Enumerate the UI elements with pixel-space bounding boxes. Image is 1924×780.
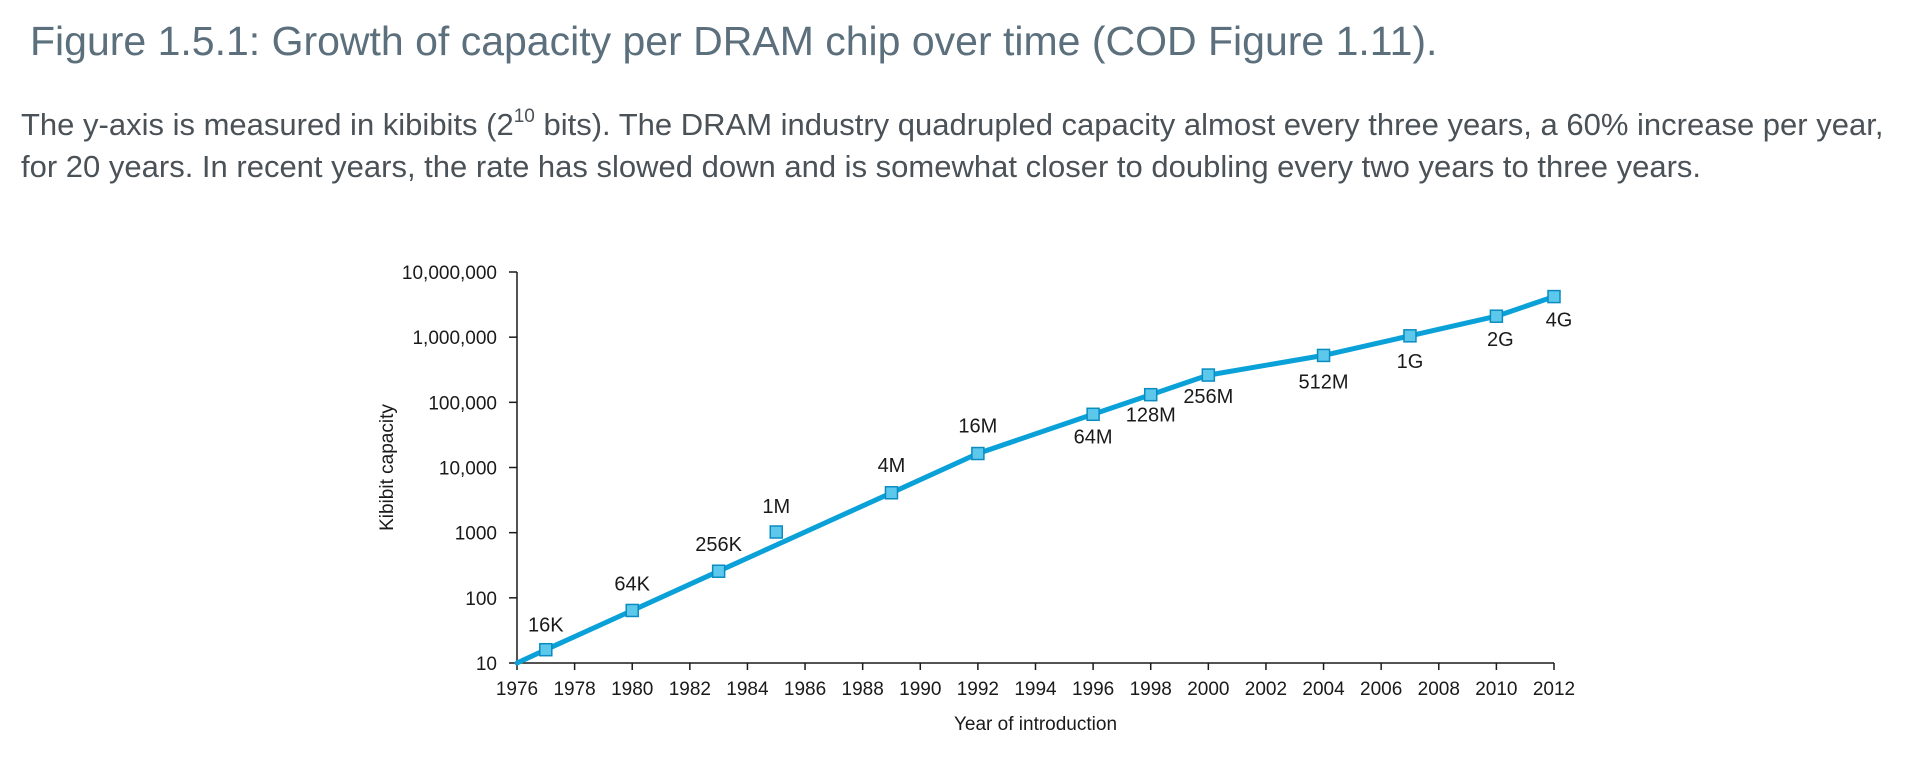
figure-caption: The y-axis is measured in kibibits (210 … [21, 104, 1911, 188]
y-tick-label: 10,000,000 [402, 263, 497, 284]
y-tick-label: 100,000 [428, 393, 497, 414]
data-point-marker [625, 603, 639, 618]
x-tick-label: 2008 [1418, 679, 1460, 700]
x-tick-label: 2012 [1533, 679, 1575, 700]
data-point-marker [769, 525, 783, 539]
y-tick-label: 1,000,000 [412, 328, 497, 349]
x-tick-label: 1976 [496, 679, 538, 700]
x-tick-label: 1992 [957, 679, 999, 700]
y-tick-label: 100 [465, 589, 497, 610]
y-tick-label: 10,000 [439, 459, 497, 480]
caption-text-end: bits). The DRAM industry quadrupled capa… [21, 107, 1884, 184]
x-tick-label: 1996 [1072, 679, 1114, 700]
data-point-marker [1403, 329, 1417, 343]
data-point-marker [1201, 368, 1216, 382]
data-labels: 16K 64K 256K 1M 4M 16M 64M 128M 256M 512M 1G 2G 4G [528, 310, 1572, 637]
data-point-label: 64K [614, 573, 650, 595]
x-tick-label: 2000 [1187, 679, 1229, 700]
x-tick-label: 1980 [611, 679, 653, 700]
data-point-label: 1G [1397, 351, 1424, 373]
data-point-label: 4M [878, 455, 906, 477]
x-tick-label: 1998 [1130, 679, 1172, 700]
data-point-label: 128M [1126, 405, 1176, 427]
y-tick-label: 10 [476, 654, 497, 675]
data-point-marker [1547, 289, 1561, 304]
data-point-label: 64M [1074, 426, 1113, 448]
data-point-marker [884, 486, 899, 500]
x-tick-label: 1982 [669, 679, 711, 700]
axes: 10 100 1000 10,000 100,000 1,000,000 10,000,00… [402, 263, 1575, 700]
data-point-marker [1489, 309, 1504, 323]
caption-text-start: The y-axis is measured in kibibits (2 [21, 107, 514, 142]
figure-title: Figure 1.5.1: Growth of capacity per DRA… [30, 18, 1438, 64]
data-point-marker [1316, 348, 1331, 363]
x-tick-label: 2002 [1245, 679, 1287, 700]
data-point-marker [539, 642, 553, 657]
data-point-label: 4G [1546, 310, 1573, 332]
data-point-label: 512M [1299, 371, 1349, 393]
x-tick-label: 2004 [1302, 679, 1345, 700]
y-axis-label: Kibibit capacity [377, 404, 398, 531]
y-tick-label: 1000 [455, 524, 497, 545]
x-tick-label: 1986 [784, 679, 826, 700]
data-point-label: 256K [695, 534, 742, 556]
data-point-label: 2G [1487, 329, 1514, 351]
data-point-marker [1143, 387, 1158, 402]
x-tick-label: 2006 [1360, 679, 1402, 700]
data-point-label: 1M [762, 496, 790, 518]
x-axis-label: Year of introduction [954, 714, 1117, 735]
x-tick-label: 1988 [842, 679, 884, 700]
caption-exponent: 10 [513, 106, 535, 127]
data-point-marker [711, 564, 726, 578]
data-point-marker [971, 446, 985, 461]
x-tick-label: 1984 [726, 679, 769, 700]
x-tick-label: 1978 [553, 679, 595, 700]
data-point-label: 256M [1183, 386, 1233, 408]
capacity-series [514, 289, 1561, 666]
x-tick-label: 2010 [1475, 679, 1517, 700]
data-point-label: 16K [528, 615, 564, 637]
data-point-marker [1086, 407, 1100, 422]
x-tick-label: 1994 [1014, 679, 1057, 700]
data-point-label: 16M [958, 416, 997, 438]
x-tick-label: 1990 [899, 679, 941, 700]
